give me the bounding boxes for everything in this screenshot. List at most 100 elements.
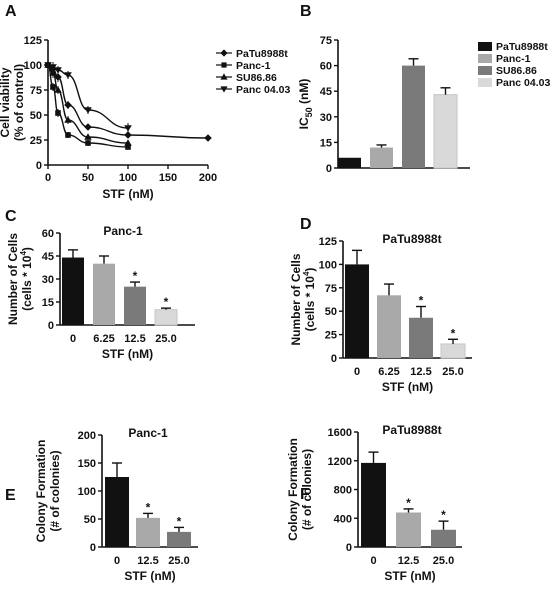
x-tick-label: 200: [199, 172, 217, 184]
significance-star: *: [164, 295, 169, 309]
y-axis-label: Number of Cells(cells * 104): [289, 253, 317, 345]
significance-star: *: [133, 269, 138, 283]
x-tick-label: 0: [354, 366, 360, 378]
y-axis-label: IC50 (nM): [297, 79, 314, 130]
y-tick-label: 45: [320, 86, 332, 98]
legend-swatch: [478, 54, 492, 63]
y-tick-label: 75: [320, 35, 332, 47]
y-tick-label: 45: [42, 251, 54, 263]
y-tick-label: 15: [320, 137, 332, 149]
legend-item: PaTu8988t: [216, 48, 288, 60]
legend-label: SU86.86: [496, 65, 537, 77]
chart-title: Panc-1: [128, 426, 168, 440]
y-tick-label: 50: [30, 110, 42, 122]
x-tick-label: 150: [159, 172, 177, 184]
x-axis-label: STF (nM): [384, 569, 435, 583]
y-axis-label: Number of Cells(cells * 104): [6, 233, 34, 325]
x-axis-label: STF (nM): [102, 347, 153, 361]
bar: [167, 531, 191, 547]
y-tick-label: 0: [326, 163, 332, 175]
bar: [409, 317, 433, 358]
data-point: [220, 86, 228, 93]
data-point: [65, 132, 71, 138]
x-axis-label: STF (nM): [382, 380, 433, 394]
data-point: [54, 67, 62, 74]
y-tick-label: 200: [78, 430, 96, 442]
data-point: [55, 110, 61, 116]
x-tick-label: 6.25: [93, 333, 114, 345]
bar: [338, 157, 361, 168]
y-tick-label: 1600: [328, 427, 352, 439]
panel-letter: E: [5, 487, 16, 504]
y-tick-label: 150: [78, 458, 96, 470]
panel-a: A 0 25 50 75 100 125 0 50 100 150 200 STF (nM) Cell v…: [0, 3, 290, 201]
significance-star: *: [419, 294, 424, 308]
bar: [136, 517, 160, 547]
y-tick-label: 125: [319, 236, 337, 248]
legend-item: SU86.86: [216, 72, 277, 84]
y-axis-label: Cell viability(% of control): [0, 64, 26, 141]
x-tick-label: 0: [70, 333, 76, 345]
data-point: [64, 72, 72, 79]
y-tick-label: 125: [24, 35, 42, 47]
data-point: [125, 144, 131, 150]
y-tick-label: 15: [42, 297, 54, 309]
panel-letter: D: [300, 216, 312, 233]
bar: [361, 462, 386, 547]
significance-star: *: [451, 326, 456, 340]
y-tick-label: 0: [346, 542, 352, 554]
x-tick-label: 100: [119, 172, 137, 184]
y-tick-label: 0: [90, 542, 96, 554]
panel-b: B 0 15 30 45 60 75 IC50 (nM) PaTu8988tPanc-1SU86…: [297, 3, 550, 175]
y-tick-label: 100: [78, 486, 96, 498]
bar: [124, 286, 146, 325]
data-point: [64, 116, 72, 123]
data-point: [204, 134, 212, 142]
data-point: [221, 62, 227, 68]
bar: [62, 257, 84, 325]
y-tick-label: 0: [48, 320, 54, 332]
bar: [93, 263, 115, 325]
y-tick-label: 50: [84, 514, 96, 526]
data-point: [84, 123, 92, 131]
x-tick-label: 25.0: [155, 333, 176, 345]
panel-f: F 0 400 800 1200 1600 0 * 12.5 * 25.0 PaTu8988t STF …: [286, 423, 462, 583]
series-line: [47, 64, 129, 129]
y-tick-label: 30: [42, 274, 54, 286]
y-tick-label: 60: [320, 61, 332, 73]
x-tick-label: 6.25: [378, 366, 399, 378]
x-tick-label: 25.0: [168, 555, 189, 567]
y-axis-label: Colony Formation(# of colonies): [286, 438, 314, 541]
bar: [396, 512, 421, 547]
legend-label: SU86.86: [236, 72, 277, 84]
data-point: [85, 140, 91, 146]
x-tick-label: 0: [114, 555, 120, 567]
data-point: [49, 69, 57, 76]
legend-item: Panc 04.03: [216, 84, 290, 96]
x-axis-label: STF (nM): [124, 569, 175, 583]
data-point: [220, 49, 228, 57]
panel-letter: F: [300, 486, 310, 503]
chart-title: PaTu8988t: [382, 232, 441, 246]
x-tick-label: 0: [45, 172, 51, 184]
data-point: [84, 133, 92, 140]
legend-swatch: [478, 66, 492, 75]
y-tick-label: 100: [24, 60, 42, 72]
y-tick-label: 25: [30, 135, 42, 147]
legend-item: Panc-1: [216, 60, 271, 72]
bar: [431, 529, 456, 547]
bar: [440, 343, 466, 359]
data-point: [49, 64, 57, 71]
data-point: [54, 86, 62, 93]
data-point: [54, 73, 62, 81]
significance-star: *: [146, 500, 151, 514]
y-tick-label: 400: [334, 513, 352, 525]
panel-c: C 0 15 30 45 60 0 6.25 * 12.5 * 25.0 Panc-1 STF (nM) N…: [5, 208, 195, 361]
panel-letter: B: [300, 3, 312, 20]
significance-star: *: [406, 496, 411, 510]
x-tick-label: 12.5: [124, 333, 145, 345]
data-point: [220, 73, 228, 80]
y-tick-label: 25: [325, 330, 337, 342]
